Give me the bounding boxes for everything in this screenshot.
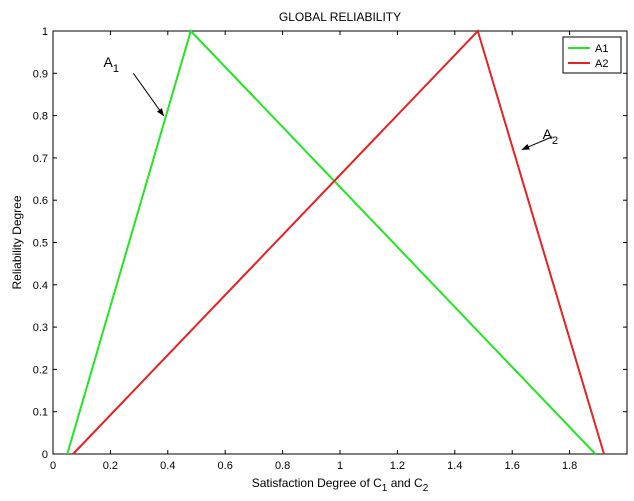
y-tick-label: 0.8 [33, 111, 48, 123]
x-tick-label: 0.2 [103, 460, 118, 472]
y-axis-title: Reliability Degree [10, 195, 24, 289]
x-tick-label: 0 [50, 460, 56, 472]
axis-ticks: 0 0.2 0.4 0.6 0.8 1 1.2 1.4 1.6 1.8 0 0.1 0.2 0.3 0.4 0… [33, 26, 627, 472]
y-tick-label: 0.5 [33, 238, 48, 250]
legend-label-a2: A2 [595, 58, 608, 70]
x-tick-label: 0.6 [218, 460, 233, 472]
series-line-a2 [72, 29, 605, 455]
plot-frame [52, 30, 628, 455]
x-tick-label: 1.6 [505, 460, 520, 472]
y-tick-label: 0.1 [33, 407, 48, 419]
y-tick-label: 0.6 [33, 195, 48, 207]
annotation-arrow-1 [132, 73, 165, 117]
y-tick-label: 0 [42, 449, 48, 461]
x-tick-label: 1.8 [562, 460, 577, 472]
legend-box [562, 36, 622, 74]
x-axis-title: Satisfaction Degree of C1 and C2 [252, 476, 429, 494]
x-tick-label: 0.8 [275, 460, 290, 472]
series-line-a1 [66, 29, 597, 455]
x-tick-label: 1 [337, 460, 343, 472]
x-tick-label: 0.4 [160, 460, 175, 472]
series-layer [66, 29, 605, 455]
chart-title: GLOBAL RELIABILITY [279, 10, 401, 24]
y-tick-label: 1 [42, 26, 48, 38]
y-tick-label: 0.3 [33, 322, 48, 334]
legend-label-a1: A1 [595, 43, 608, 55]
y-tick-label: 0.2 [33, 364, 48, 376]
y-tick-label: 0.4 [33, 280, 48, 292]
x-tick-label: 1.2 [390, 460, 405, 472]
y-tick-label: 0.7 [33, 153, 48, 165]
x-tick-label: 1.4 [447, 460, 462, 472]
annotation-arrow-2 [521, 136, 553, 150]
y-tick-label: 0.9 [33, 68, 48, 80]
